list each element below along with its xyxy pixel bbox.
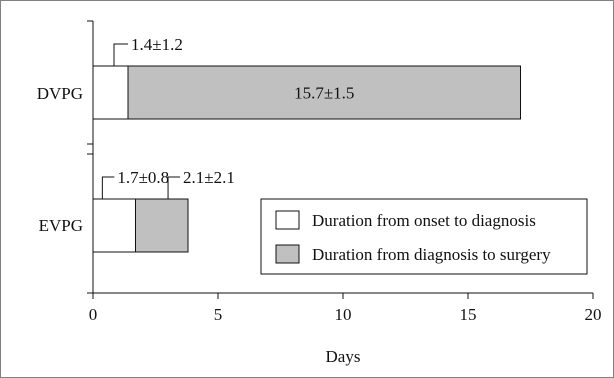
- x-tick-label: 20: [585, 305, 602, 324]
- x-tick-label: 15: [460, 305, 477, 324]
- x-tick-label: 5: [214, 305, 223, 324]
- legend: Duration from onset to diagnosis Duratio…: [260, 198, 588, 275]
- legend-box: [260, 198, 588, 275]
- bar-segment: [135, 198, 189, 253]
- legend-label-0: Duration from onset to diagnosis: [312, 211, 536, 230]
- value-label-leader: [113, 43, 128, 66]
- bar-segment: [127, 65, 521, 120]
- value-label-leader: [101, 176, 115, 199]
- category-label: DVPG: [37, 84, 83, 103]
- value-label: 1.4±1.2: [131, 35, 183, 54]
- value-label: 2.1±2.1: [183, 168, 235, 187]
- value-label: 15.7±1.5: [294, 84, 354, 103]
- x-axis-label: Days: [326, 347, 361, 366]
- value-label-leader: [167, 176, 181, 199]
- x-tick-label: 0: [89, 305, 98, 324]
- legend-swatch-0: [275, 210, 300, 230]
- legend-label-1: Duration from diagnosis to surgery: [312, 245, 551, 264]
- value-label: 1.7±0.8: [117, 168, 169, 187]
- x-tick-label: 10: [335, 305, 352, 324]
- category-label: EVPG: [39, 216, 83, 235]
- bar-segment: [92, 65, 129, 120]
- legend-swatch-1: [275, 244, 300, 264]
- bar-segment: [92, 198, 136, 253]
